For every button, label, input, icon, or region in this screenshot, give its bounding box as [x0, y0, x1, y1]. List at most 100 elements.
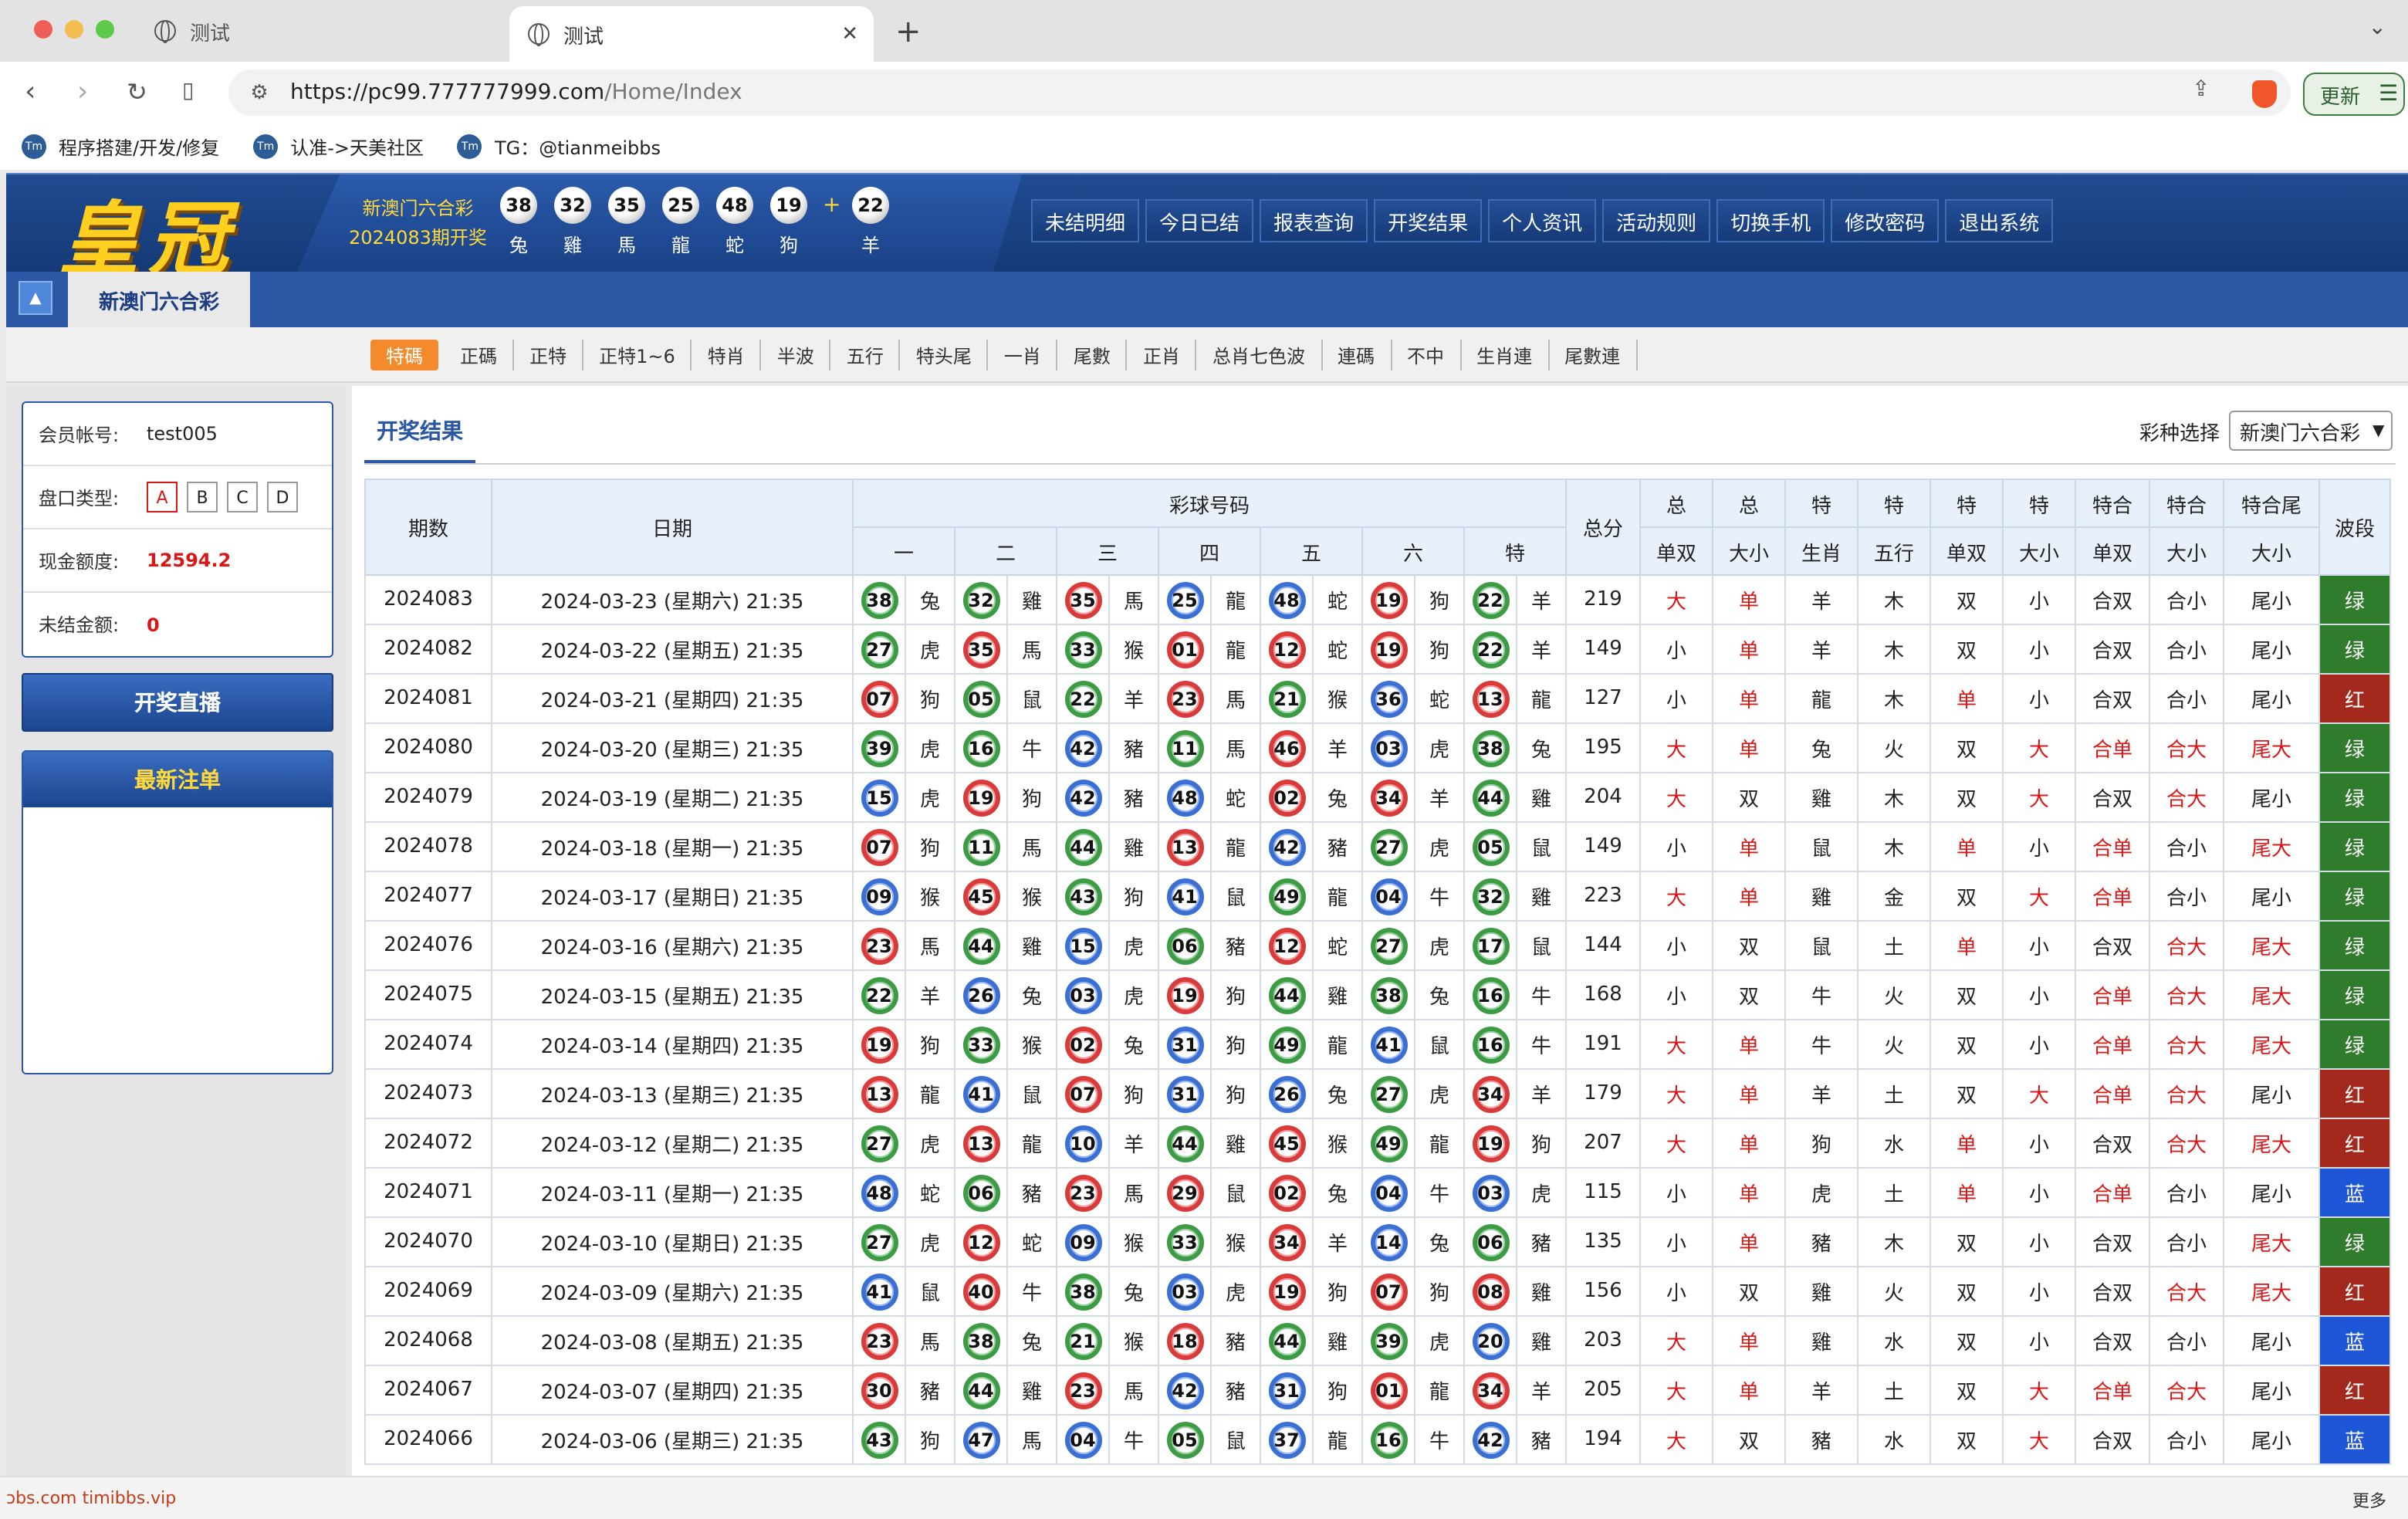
date-cell: 2024-03-15 (星期五) 21:35 [491, 969, 854, 1020]
nav-item[interactable]: 退出系统 [1945, 199, 2054, 242]
tab-draw-results[interactable]: 开奖结果 [364, 401, 475, 463]
ball-cell: 23 [1056, 1167, 1110, 1218]
bookmark-item[interactable]: Tm 认准->天美社区 [253, 134, 424, 160]
category-tab[interactable]: 不中 [1392, 340, 1462, 370]
nav-item[interactable]: 报表查询 [1260, 199, 1368, 242]
zodiac-cell: 虎 [1108, 969, 1159, 1020]
category-tab[interactable]: 生肖連 [1461, 340, 1550, 370]
category-tab[interactable]: 連碼 [1322, 340, 1392, 370]
panel-option-d[interactable]: D [267, 482, 298, 513]
period-cell: 2024081 [364, 673, 492, 724]
total-cell: 219 [1565, 574, 1641, 625]
browser-tab-1[interactable]: 测试 [154, 6, 494, 56]
tab-list-chevron-icon[interactable]: ⌄ [2368, 15, 2386, 40]
ball-number: 03 [1370, 729, 1407, 766]
stat-cell: 单 [1712, 821, 1786, 872]
zodiac-cell: 虎 [905, 722, 955, 773]
site-settings-icon[interactable]: ⚙ [250, 81, 269, 104]
lottery-tab[interactable]: 新澳门六合彩 [68, 272, 250, 327]
nav-item[interactable]: 今日已结 [1145, 199, 1254, 242]
panel-option-c[interactable]: C [227, 482, 258, 513]
nav-item[interactable]: 切换手机 [1716, 199, 1825, 242]
table-row: 2024075 2024-03-15 (星期五) 21:35 22 羊 26 兔 03 虎 19… [364, 969, 2391, 1020]
live-draw-button[interactable]: 开奖直播 [22, 673, 333, 732]
category-tab[interactable]: 正特1~6 [583, 340, 692, 370]
forward-icon[interactable]: › [77, 76, 89, 108]
ball-number: 07 [1064, 1075, 1101, 1112]
collapse-menu-icon[interactable]: ▲ [19, 281, 52, 315]
zodiac-cell: 兔 [1312, 1068, 1363, 1119]
stat-cell: 双 [1929, 624, 2004, 675]
total-cell: 127 [1565, 673, 1641, 724]
zodiac-cell: 猴 [1006, 1019, 1057, 1070]
update-button[interactable]: 更新 ☰ [2303, 73, 2405, 116]
zodiac-cell: 兔 [1006, 969, 1057, 1020]
stat-cell: 尾大 [2223, 821, 2320, 872]
share-icon[interactable]: ⇪ [2192, 77, 2210, 102]
zodiac-cell: 豬 [1108, 772, 1159, 823]
category-tab[interactable]: 特肖 [692, 340, 762, 370]
maximize-window-icon[interactable] [96, 20, 114, 39]
ball-number: 23 [1166, 680, 1203, 717]
ball-number: 42 [1166, 1372, 1203, 1409]
new-tab-icon[interactable]: + [895, 12, 922, 49]
ball-number: 27 [1370, 927, 1407, 964]
reload-icon[interactable]: ↻ [127, 77, 147, 107]
back-icon[interactable]: ‹ [25, 76, 36, 108]
wave-cell: 绿 [2318, 821, 2391, 872]
zodiac-cell: 鼠 [905, 1266, 955, 1317]
category-tab[interactable]: 总肖七色波 [1197, 340, 1322, 370]
category-tab[interactable]: 尾數 [1058, 340, 1128, 370]
ball-cell: 17 [1463, 920, 1517, 971]
zodiac-cell: 狗 [1312, 1266, 1363, 1317]
stat-cell: 尾小 [2223, 624, 2320, 675]
nav-item[interactable]: 活动规则 [1602, 199, 1711, 242]
ball-number: 26 [962, 976, 999, 1013]
category-tab[interactable]: 半波 [762, 340, 831, 370]
browser-tab-2-active[interactable]: 测试 ✕ [509, 6, 874, 62]
ball-cell: 07 [852, 673, 906, 724]
chevron-down-icon: ▼ [2372, 422, 2385, 439]
close-tab-icon[interactable]: ✕ [841, 22, 858, 46]
zodiac-cell: 雞 [1516, 871, 1567, 922]
ball-number: 48 [861, 1174, 898, 1211]
category-tab[interactable]: 特碼 [370, 340, 439, 370]
panel-option-a[interactable]: A [147, 482, 178, 513]
more-link[interactable]: 更多 [2352, 1491, 2386, 1511]
ball-number: 44 [1472, 779, 1509, 816]
ball-number: 27 [861, 1125, 898, 1162]
address-bar[interactable]: ⚙ https://pc99.777777999.com/Home/Index [228, 69, 2291, 116]
stat-cell: 合双 [2075, 772, 2150, 823]
zodiac-cell: 龍 [1312, 1019, 1363, 1070]
category-tab[interactable]: 五行 [831, 340, 901, 370]
ball-number: 32 [1472, 878, 1509, 915]
category-tab[interactable]: 正碼 [445, 340, 515, 370]
category-tab[interactable]: 正肖 [1128, 340, 1197, 370]
category-tab[interactable]: 特头尾 [901, 340, 989, 370]
lottery-select[interactable]: 新澳门六合彩 ▼ [2229, 411, 2393, 451]
zodiac-cell: 雞 [1210, 1118, 1261, 1169]
period-cell: 2024072 [364, 1118, 492, 1169]
bookmark-item[interactable]: Tm TG：@tianmeibbs [457, 134, 661, 160]
category-tab[interactable]: 一肖 [989, 340, 1058, 370]
bookmark-icon[interactable]: ▯ [182, 79, 194, 103]
ball-cell: 44 [1463, 772, 1517, 823]
close-window-icon[interactable] [34, 20, 52, 39]
nav-item[interactable]: 修改密码 [1831, 199, 1940, 242]
category-tab[interactable]: 尾數連 [1549, 340, 1638, 370]
nav-item[interactable]: 个人资讯 [1488, 199, 1597, 242]
category-tab[interactable]: 正特 [514, 340, 584, 370]
nav-item[interactable]: 未结明细 [1031, 199, 1140, 242]
stat-cell: 大 [2002, 722, 2076, 773]
panel-option-b[interactable]: B [187, 482, 218, 513]
ball-cell: 41 [954, 1068, 1008, 1119]
stat-cell: 大 [2002, 871, 2076, 922]
ball-cell: 44 [1260, 969, 1314, 1020]
ball-cell: 22 [1463, 624, 1517, 675]
brave-shield-icon[interactable] [2252, 80, 2277, 108]
minimize-window-icon[interactable] [65, 20, 83, 39]
nav-item[interactable]: 开奖结果 [1374, 199, 1483, 242]
ball-number: 31 [1166, 1026, 1203, 1063]
bookmark-item[interactable]: Tm 程序搭建/开发/修复 [22, 134, 219, 160]
stat-cell: 双 [1929, 1068, 2004, 1119]
